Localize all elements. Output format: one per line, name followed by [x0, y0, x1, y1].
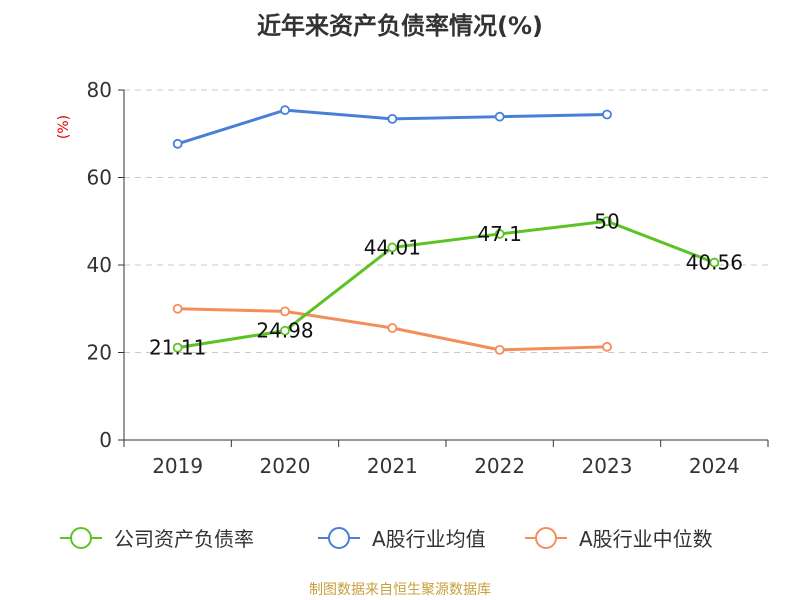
- series-1-point-2019: [172, 138, 183, 149]
- legend-marker-1: [328, 527, 350, 549]
- series-2-point-2021: [387, 323, 398, 333]
- data-label-2022: 47.1: [477, 222, 522, 246]
- y-tick-label: 40: [87, 253, 112, 277]
- series-0-point-2021: [387, 242, 398, 253]
- series-0-point-2023: [602, 216, 612, 227]
- x-tick-label-2024: 2024: [689, 454, 740, 478]
- series-2-point-2019: [172, 303, 183, 314]
- chart-title: 近年来资产负债率情况(%): [257, 12, 543, 40]
- source-note: 制图数据来自恒生聚源数据库: [309, 582, 491, 598]
- series-2-point-2023: [602, 341, 612, 352]
- y-axis-label: (%): [56, 115, 72, 139]
- y-tick-label: 60: [87, 166, 112, 190]
- series-1-point-2023: [602, 109, 612, 120]
- x-tick-label-2019: 2019: [152, 454, 203, 478]
- legend-item-0: 公司资产负债率: [60, 527, 254, 551]
- legend: 公司资产负债率 A股行业均值 A股行业中位数: [60, 527, 713, 551]
- series-line-0: [177, 219, 715, 350]
- series-1-point-2020: [280, 105, 290, 116]
- data-label-2020: 24.98: [256, 319, 313, 343]
- y-tick-label: 20: [87, 341, 112, 365]
- legend-label-1: A股行业均值: [372, 527, 486, 551]
- series-1-point-2021: [387, 113, 398, 124]
- data-label-2024: 40.56: [686, 251, 743, 275]
- x-tick-label-2020: 2020: [260, 454, 311, 478]
- x-tick-label-2023: 2023: [582, 454, 633, 478]
- legend-label-2: A股行业中位数: [579, 527, 713, 551]
- axes: 0 20 40 60 80 2019 2020 2021 2022 2023 2024: [87, 78, 769, 478]
- series-0-point-2020: [280, 325, 290, 336]
- legend-marker-2: [535, 527, 557, 549]
- data-label-2021: 44.01: [364, 235, 421, 259]
- x-tick-label-2022: 2022: [474, 454, 525, 478]
- legend-marker-0: [70, 527, 92, 549]
- grid-lines: [124, 89, 768, 353]
- series-0-point-2019: [172, 342, 183, 353]
- legend-item-1: A股行业均值: [318, 527, 486, 551]
- series-layer: 21.11 24.98 44.01 47.1 50 40.56: [149, 105, 743, 360]
- x-tick-label-2021: 2021: [367, 454, 418, 478]
- data-label-2019: 21.11: [149, 336, 206, 360]
- y-tick-label: 80: [87, 78, 112, 102]
- series-2-point-2022: [494, 344, 505, 355]
- legend-item-2: A股行业中位数: [525, 527, 713, 551]
- data-label-2023: 50: [594, 209, 619, 233]
- series-0-point-2024: [709, 257, 720, 268]
- legend-label-0: 公司资产负债率: [114, 527, 254, 551]
- series-1-point-2022: [494, 111, 505, 122]
- series-2-point-2020: [280, 306, 290, 317]
- y-tick-label: 0: [99, 428, 112, 452]
- series-0-point-2022: [494, 229, 505, 239]
